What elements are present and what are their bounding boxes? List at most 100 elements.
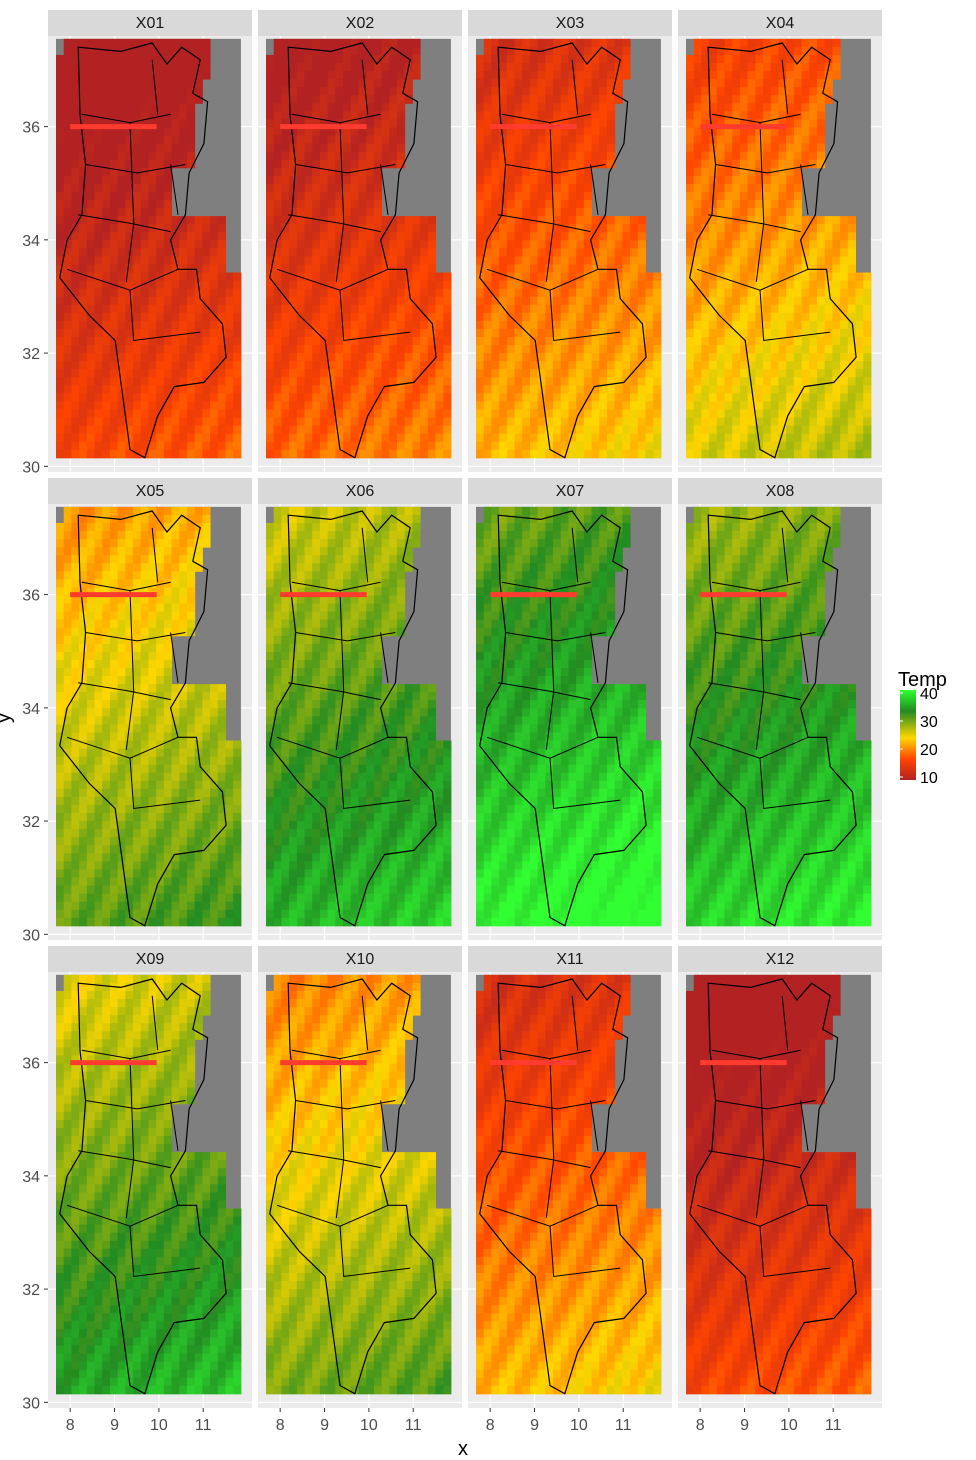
heat-cell [102, 692, 111, 701]
heat-cell [319, 143, 329, 153]
heat-cell [210, 328, 219, 338]
heat-cell [350, 417, 359, 427]
heat-cell [366, 264, 375, 274]
heat-cell [266, 280, 275, 290]
heat-cell [210, 280, 219, 290]
heat-cell [553, 191, 562, 201]
heat-cell [140, 369, 149, 378]
heat-cell [476, 240, 485, 249]
heat-cell [319, 409, 329, 419]
heat-cell [553, 248, 562, 257]
heat-cell [755, 111, 764, 120]
heat-cell [832, 425, 841, 435]
heat-cell [576, 167, 585, 177]
heat-cell [396, 95, 406, 104]
heat-cell [793, 353, 803, 362]
heat-cell [443, 385, 452, 394]
heat-cell [396, 377, 406, 386]
heat-cell [614, 409, 623, 419]
heat-cell [373, 441, 383, 451]
heat-cell [732, 135, 741, 145]
heat-cell [273, 409, 282, 419]
heat-cell [109, 433, 119, 443]
heat-cell [381, 232, 390, 241]
heat-cell [732, 417, 741, 427]
heat-cell [793, 159, 803, 169]
heat-cell [491, 312, 500, 322]
heat-cell [599, 336, 608, 346]
heat-cell [840, 280, 849, 290]
heat-cell [476, 304, 485, 314]
heat-cell [350, 345, 359, 354]
heat-cell [724, 232, 733, 241]
heat-cell [335, 95, 344, 104]
heat-cell [599, 79, 608, 88]
heat-cell [171, 248, 180, 257]
heat-cell [591, 264, 600, 274]
heat-cell [412, 361, 421, 370]
heat-cell [327, 54, 336, 64]
heat-cell [801, 264, 810, 274]
heat-cell [583, 320, 593, 330]
heat-cell [281, 103, 290, 112]
heat-cell [350, 95, 359, 104]
heat-cell [560, 433, 569, 443]
heat-cell [529, 95, 539, 104]
heat-cell [266, 353, 275, 362]
heat-cell [583, 232, 593, 241]
heat-cell [109, 336, 119, 346]
heat-cell [194, 320, 203, 330]
heat-cell [427, 216, 437, 225]
heat-cell [179, 547, 188, 556]
heat-cell [793, 377, 803, 386]
heat-cell [709, 393, 718, 402]
heat-cell [335, 336, 344, 346]
heat-cell [366, 151, 375, 161]
heat-cell [350, 87, 359, 96]
heat-cell [793, 304, 803, 314]
heat-cell [568, 240, 577, 249]
heat-cell [637, 433, 647, 443]
heat-cell [79, 256, 88, 265]
heat-cell [537, 353, 546, 362]
heat-cell [840, 449, 849, 459]
heat-cell [186, 547, 196, 556]
heat-cell [86, 692, 96, 701]
heat-cell [435, 288, 444, 298]
heat-cell [529, 345, 539, 354]
heat-cell [71, 38, 80, 48]
heat-cell [709, 328, 718, 338]
heat-cell [358, 304, 367, 314]
heat-cell [79, 361, 88, 370]
country-outline [479, 42, 647, 459]
heat-cell [840, 328, 849, 338]
heat-cell [614, 393, 623, 402]
heat-cell [186, 571, 196, 580]
heat-cell [747, 296, 756, 306]
heat-cell [381, 46, 390, 56]
heat-cell [86, 514, 96, 524]
heat-cell [217, 409, 227, 419]
heat-cell [755, 248, 764, 257]
heat-cell [389, 449, 398, 459]
heat-cell [553, 224, 562, 233]
heat-cell [622, 46, 631, 56]
heat-cell [545, 63, 554, 72]
heat-cell [847, 248, 857, 257]
heat-cell [304, 393, 313, 402]
heat-cell [373, 119, 383, 128]
governorate-boundary [498, 214, 591, 233]
heat-cell [109, 135, 119, 145]
heat-cell [381, 441, 390, 451]
heat-cell [770, 175, 779, 185]
heat-cell [94, 175, 103, 185]
heat-cell [109, 369, 119, 378]
heat-cell [140, 183, 149, 193]
heat-cell [614, 38, 623, 48]
heat-cell [614, 336, 623, 346]
heat-cell [583, 361, 593, 370]
heat-cell [194, 304, 203, 314]
heat-cell [568, 433, 577, 443]
heat-cell [163, 175, 173, 185]
heat-cell [686, 248, 695, 257]
